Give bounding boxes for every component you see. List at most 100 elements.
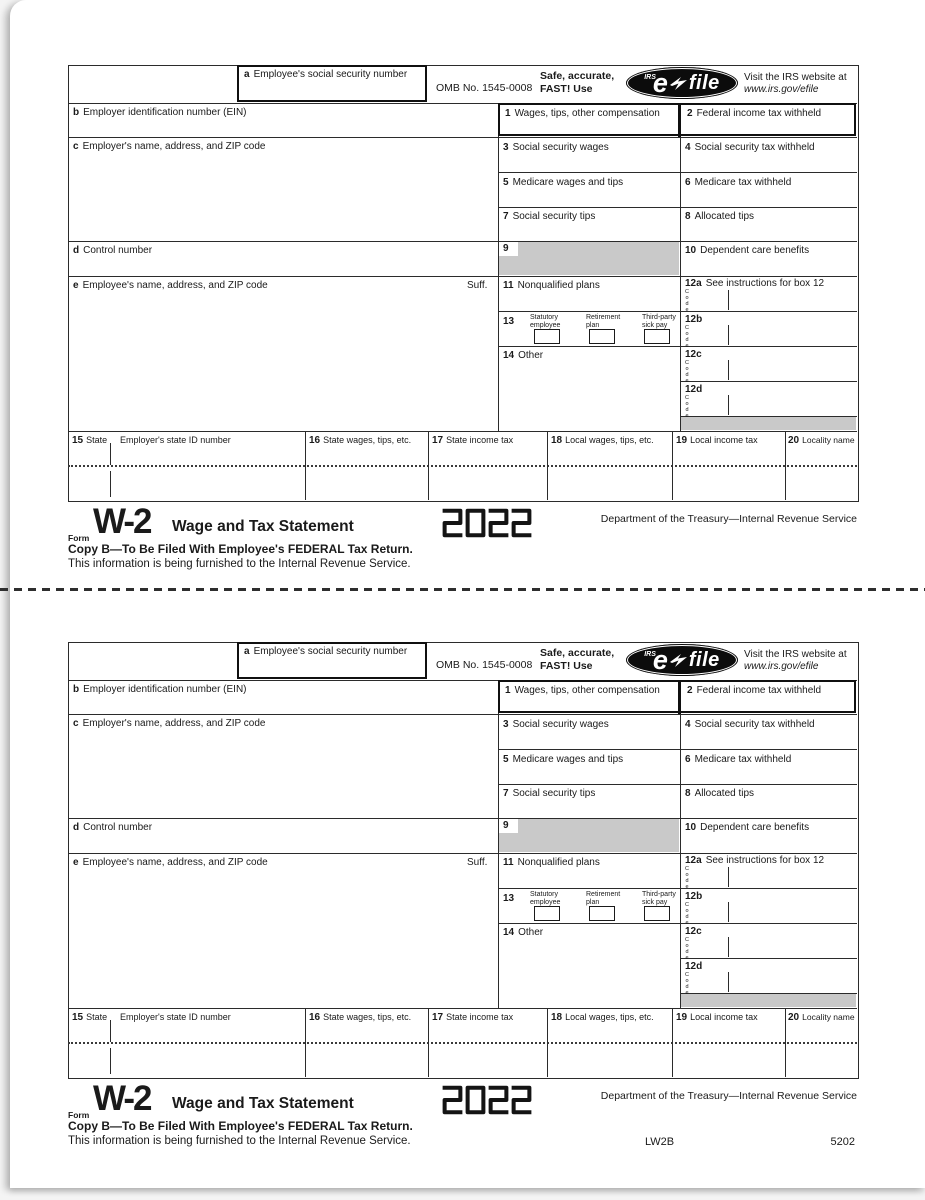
box-18-text: Local wages, tips, etc.: [565, 1012, 654, 1022]
box-19-number: 19: [676, 1012, 688, 1023]
box-12a-code-label: Code: [684, 866, 690, 890]
thirdparty-line1: Third-party: [642, 891, 676, 898]
box-1-number: 1: [505, 108, 511, 119]
form-outer-border: [68, 642, 859, 1079]
box-17-label: 17 State income tax: [432, 1012, 513, 1023]
divider-line: [68, 714, 857, 716]
form-outer-border: [68, 65, 859, 502]
copy-b-text: Copy B—To Be Filed With Employee's FEDER…: [68, 1119, 413, 1133]
box-10-text: Dependent care benefits: [700, 822, 810, 833]
box-17-label: 17 State income tax: [432, 435, 513, 446]
efile-file-text: file: [688, 71, 720, 94]
box-15-id-label: Employer's state ID number: [120, 1012, 231, 1022]
statutory-employee-label: Statutory employee: [530, 891, 560, 906]
box-14-number: 14: [503, 927, 515, 938]
furnish-text: This information is being furnished to t…: [68, 558, 411, 570]
visit-irs-text: Visit the IRS website at www.irs.gov/efi…: [744, 72, 847, 96]
box-a-outline: [237, 642, 427, 679]
box-a-letter: a: [244, 69, 250, 80]
box-d-label: d Control number: [73, 822, 152, 833]
box-16-label: 16 State wages, tips, etc.: [309, 1012, 411, 1023]
box-7-number: 7: [503, 211, 509, 222]
box-3-label: 3 Social security wages: [503, 719, 609, 730]
box-4-label: 4 Social security tax withheld: [685, 719, 815, 730]
box-d-letter: d: [73, 822, 80, 833]
divider-line: [68, 818, 857, 820]
column-divider: [680, 680, 682, 1008]
column-divider: [305, 1008, 307, 1077]
box-8-number: 8: [685, 788, 691, 799]
box-1-2-divider: [678, 680, 681, 714]
divider-line: [680, 993, 857, 995]
box-12d-number: 12d: [685, 961, 703, 972]
box-b-text: Employer identification number (EIN): [83, 107, 247, 118]
box-16-number: 16: [309, 435, 321, 446]
box-13-number: 13: [503, 316, 515, 327]
statutory-employee-checkbox[interactable]: [534, 329, 560, 344]
box-3-number: 3: [503, 142, 509, 153]
thirdparty-line2: sick pay: [642, 898, 668, 906]
box-5-label: 5 Medicare wages and tips: [503, 754, 623, 765]
divider-line: [498, 888, 857, 890]
retirement-plan-label: Retirement plan: [586, 891, 620, 906]
retirement-plan-checkbox[interactable]: [589, 906, 615, 921]
box-10-number: 10: [685, 822, 697, 833]
print-code-right: 5202: [830, 1136, 855, 1148]
box-a-text: Employee's social security number: [253, 69, 408, 80]
box-12c-number: 12c: [685, 926, 702, 937]
irs-efile-logo: IRS e file: [626, 644, 738, 676]
statutory-employee-checkbox[interactable]: [534, 906, 560, 921]
box-8-text: Allocated tips: [694, 788, 755, 799]
box-5-text: Medicare wages and tips: [512, 177, 624, 188]
column-divider: [785, 431, 787, 500]
efile-irs-text: IRS: [644, 73, 656, 81]
box-17-text: State income tax: [446, 435, 514, 445]
box-9-label: 9: [499, 819, 518, 833]
box-c-text: Employer's name, address, and ZIP code: [82, 141, 266, 152]
box-2-text: Federal income tax withheld: [696, 685, 822, 696]
box-9-shaded-area: [499, 242, 679, 275]
third-party-sick-pay-label: Third-party sick pay: [642, 891, 676, 906]
divider-line: [498, 346, 857, 348]
box-14-label: 14 Other: [503, 927, 543, 938]
box-11-label: 11 Nonqualified plans: [503, 280, 600, 291]
box-e-label: e Employee's name, address, and ZIP code: [73, 857, 268, 868]
thirdparty-line1: Third-party: [642, 314, 676, 321]
box-12c-label: 12c: [685, 926, 706, 937]
state-tick-mark: [110, 471, 112, 497]
box-11-number: 11: [503, 857, 514, 868]
box-12a-text: See instructions for box 12: [705, 278, 825, 289]
box-b-label: b Employer identification number (EIN): [73, 107, 247, 118]
third-party-sick-pay-checkbox[interactable]: [644, 329, 670, 344]
box-12d-shaded-strip: [681, 417, 856, 430]
box-8-label: 8 Allocated tips: [685, 788, 754, 799]
divider-line: [680, 958, 857, 960]
box-20-number: 20: [788, 1012, 800, 1023]
omb-number: OMB No. 1545-0008: [436, 659, 533, 671]
box-16-number: 16: [309, 1012, 321, 1023]
box-a-label: a Employee's social security number: [244, 646, 407, 657]
perforation-line: [0, 588, 925, 591]
box-11-text: Nonqualified plans: [517, 280, 600, 291]
divider-line: [680, 381, 857, 383]
retirement-plan-checkbox[interactable]: [589, 329, 615, 344]
divider-line: [68, 137, 857, 139]
visit-line1: Visit the IRS website at: [744, 72, 847, 83]
box-12a-number: 12a: [685, 278, 702, 289]
efile-file-text: file: [688, 648, 720, 671]
box-e-text: Employee's name, address, and ZIP code: [82, 280, 268, 291]
statutory-line1: Statutory: [530, 891, 559, 898]
box-d-letter: d: [73, 245, 80, 256]
box-11-text: Nonqualified plans: [517, 857, 600, 868]
box-16-text: State wages, tips, etc.: [323, 435, 412, 445]
third-party-sick-pay-checkbox[interactable]: [644, 906, 670, 921]
box-12b-code-label: Code: [684, 325, 690, 349]
divider-line: [68, 1008, 857, 1010]
divider-line: [68, 103, 857, 105]
column-divider: [672, 1008, 674, 1077]
box-12a-label: 12a See instructions for box 12: [685, 855, 824, 866]
divider-line: [68, 431, 857, 433]
box-19-text: Local income tax: [690, 1012, 758, 1022]
box-14-label: 14 Other: [503, 350, 543, 361]
